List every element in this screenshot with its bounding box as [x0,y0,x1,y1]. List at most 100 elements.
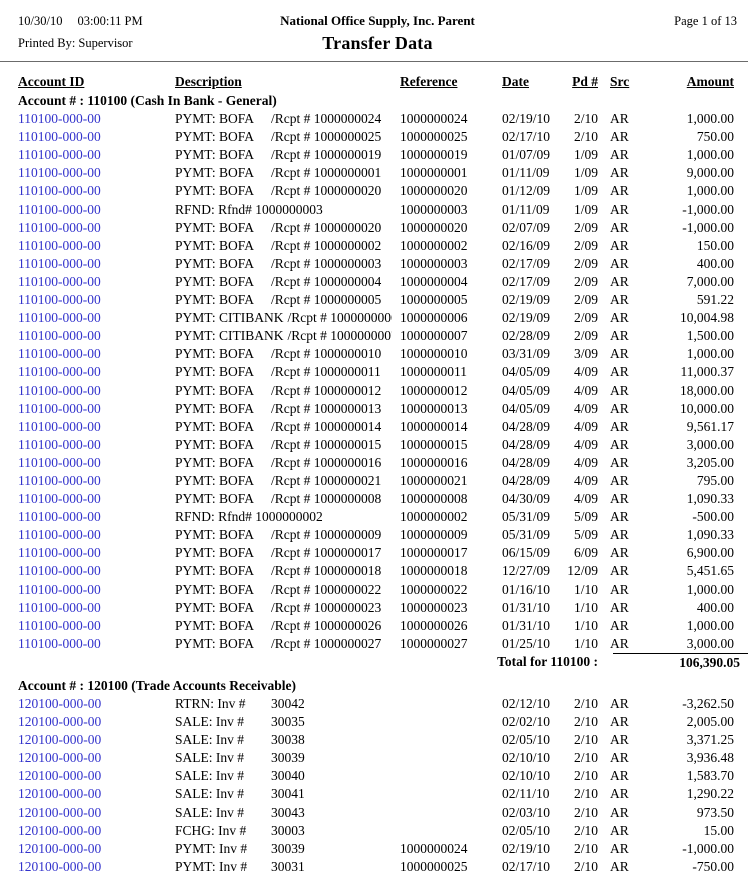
description-cell: PYMT: BOFA/Rcpt # 1000000020 [175,182,392,200]
account-id-link[interactable]: 110100-000-00 [18,527,101,543]
amount-cell: -3,262.50 [682,696,734,711]
table-row: 110100-000-00 PYMT: BOFA/Rcpt # 100000000… [0,526,748,544]
description-type: PYMT: BOFA [175,617,254,633]
description-type: RTRN: Inv # [175,696,246,711]
table-row: 110100-000-00 PYMT: BOFA/Rcpt # 100000002… [0,635,748,653]
account-id-link[interactable]: 110100-000-00 [18,165,101,181]
total-amount: 106,390.05 [613,652,748,672]
reference-cell: 1000000017 [400,545,468,561]
description-cell: SALE: Inv # 30039 [175,749,392,767]
source-cell: AR [610,364,629,380]
date-cell: 01/16/10 [502,581,551,597]
account-id-link[interactable]: 110100-000-00 [18,364,101,380]
account-id-link[interactable]: 110100-000-00 [18,219,101,235]
account-id-link[interactable]: 110100-000-00 [18,382,101,398]
account-id-link[interactable]: 110100-000-00 [18,400,101,416]
amount-cell: 1,000.00 [686,147,734,163]
source-cell: AR [610,599,629,615]
description-type: PYMT: BOFA [175,364,254,380]
period-cell: 2/10 [573,858,598,874]
account-id-link[interactable]: 110100-000-00 [18,454,101,470]
reference-cell: 1000000001 [400,165,468,181]
account-id-link[interactable]: 120100-000-00 [18,768,102,784]
reference-cell: 1000000024 [400,111,468,127]
description-number: /Rcpt # 1000000026 [271,617,382,633]
amount-cell: 18,000.00 [680,382,734,398]
description-cell: PYMT: CITIBANK/Rcpt # 1000000006 [175,309,392,327]
description-number: /Rcpt # 1000000004 [271,273,382,289]
account-id-link[interactable]: 120100-000-00 [18,732,102,748]
account-id-link[interactable]: 110100-000-00 [18,491,101,507]
period-cell: 3/09 [573,346,598,362]
source-cell: AR [610,617,629,633]
account-id-link[interactable]: 120100-000-00 [18,840,102,856]
account-id-link[interactable]: 110100-000-00 [18,111,101,127]
source-cell: AR [610,165,629,181]
account-id-link[interactable]: 110100-000-00 [18,346,101,362]
account-id-link[interactable]: 120100-000-00 [18,858,102,874]
description-number: /Rcpt # 1000000010 [271,346,382,362]
account-id-link[interactable]: 110100-000-00 [18,581,101,597]
source-cell: AR [610,219,629,235]
account-id-link[interactable]: 110100-000-00 [18,237,101,253]
account-id-link[interactable]: 110100-000-00 [18,273,101,289]
account-id-link[interactable]: 110100-000-00 [18,635,101,651]
description-number: /Rcpt # 1000000021 [271,472,382,488]
account-id-link[interactable]: 120100-000-00 [18,786,102,802]
description-number: /Rcpt # 1000000009 [271,527,382,543]
account-id-link[interactable]: 110100-000-00 [18,183,101,199]
account-id-link[interactable]: 120100-000-00 [18,696,102,711]
account-id-link[interactable]: 110100-000-00 [18,436,101,452]
period-cell: 2/10 [573,714,598,730]
account-id-link[interactable]: 110100-000-00 [18,599,101,615]
amount-cell: 1,000.00 [686,183,734,199]
account-id-link[interactable]: 110100-000-00 [18,129,101,145]
account-id-link[interactable]: 110100-000-00 [18,201,101,217]
date-cell: 02/17/09 [502,255,551,271]
source-cell: AR [610,581,629,597]
account-id-link[interactable]: 110100-000-00 [18,617,101,633]
amount-cell: 1,583.70 [686,768,734,784]
description-number: /Rcpt # 1000000018 [271,563,382,579]
reference-cell: 1000000019 [400,147,468,163]
account-id-link[interactable]: 110100-000-00 [18,563,101,579]
table-row: 110100-000-00 PYMT: BOFA/Rcpt # 100000001… [0,544,748,562]
account-id-link[interactable]: 110100-000-00 [18,255,101,271]
reference-cell: 1000000015 [400,436,468,452]
source-cell: AR [610,472,629,488]
description-number: /Rcpt # 1000000024 [271,111,382,127]
account-id-link[interactable]: 110100-000-00 [18,418,101,434]
description-cell: PYMT: CITIBANK/Rcpt # 1000000007 [175,327,392,345]
date-cell: 02/17/09 [502,273,551,289]
description-cell: PYMT: BOFA/Rcpt # 1000000013 [175,400,392,418]
amount-cell: 1,290.22 [686,786,734,802]
header-divider [0,61,748,62]
account-id-link[interactable]: 110100-000-00 [18,147,101,163]
reference-cell: 1000000020 [400,219,468,235]
account-id-link[interactable]: 120100-000-00 [18,714,102,730]
description-number: 30039 [271,840,305,856]
description-cell: PYMT: BOFA/Rcpt # 1000000024 [175,110,392,128]
source-cell: AR [610,858,629,874]
description-cell: SALE: Inv # 30041 [175,785,392,803]
date-cell: 05/31/09 [502,527,551,543]
account-id-link[interactable]: 110100-000-00 [18,472,101,488]
account-id-link[interactable]: 110100-000-00 [18,310,101,326]
date-cell: 02/11/10 [502,786,550,802]
amount-cell: 3,936.48 [686,750,734,766]
account-id-link[interactable]: 120100-000-00 [18,750,102,766]
account-id-link[interactable]: 110100-000-00 [18,545,101,561]
amount-cell: 9,561.17 [686,418,734,434]
account-id-link[interactable]: 110100-000-00 [18,328,101,344]
table-row: 110100-000-00 PYMT: BOFA/Rcpt # 100000000… [0,255,748,273]
account-id-link[interactable]: 110100-000-00 [18,292,101,308]
amount-cell: 3,000.00 [686,436,734,452]
reference-cell: 1000000009 [400,527,468,543]
description-cell: PYMT: BOFA/Rcpt # 1000000018 [175,562,392,580]
description-cell: RTRN: Inv # 30042 [175,695,392,713]
account-id-link[interactable]: 120100-000-00 [18,804,102,820]
column-header-account-id: Account ID [18,74,85,89]
account-id-link[interactable]: 110100-000-00 [18,509,101,525]
account-id-link[interactable]: 120100-000-00 [18,822,102,838]
table-row: 110100-000-00 PYMT: BOFA/Rcpt # 100000002… [0,219,748,237]
